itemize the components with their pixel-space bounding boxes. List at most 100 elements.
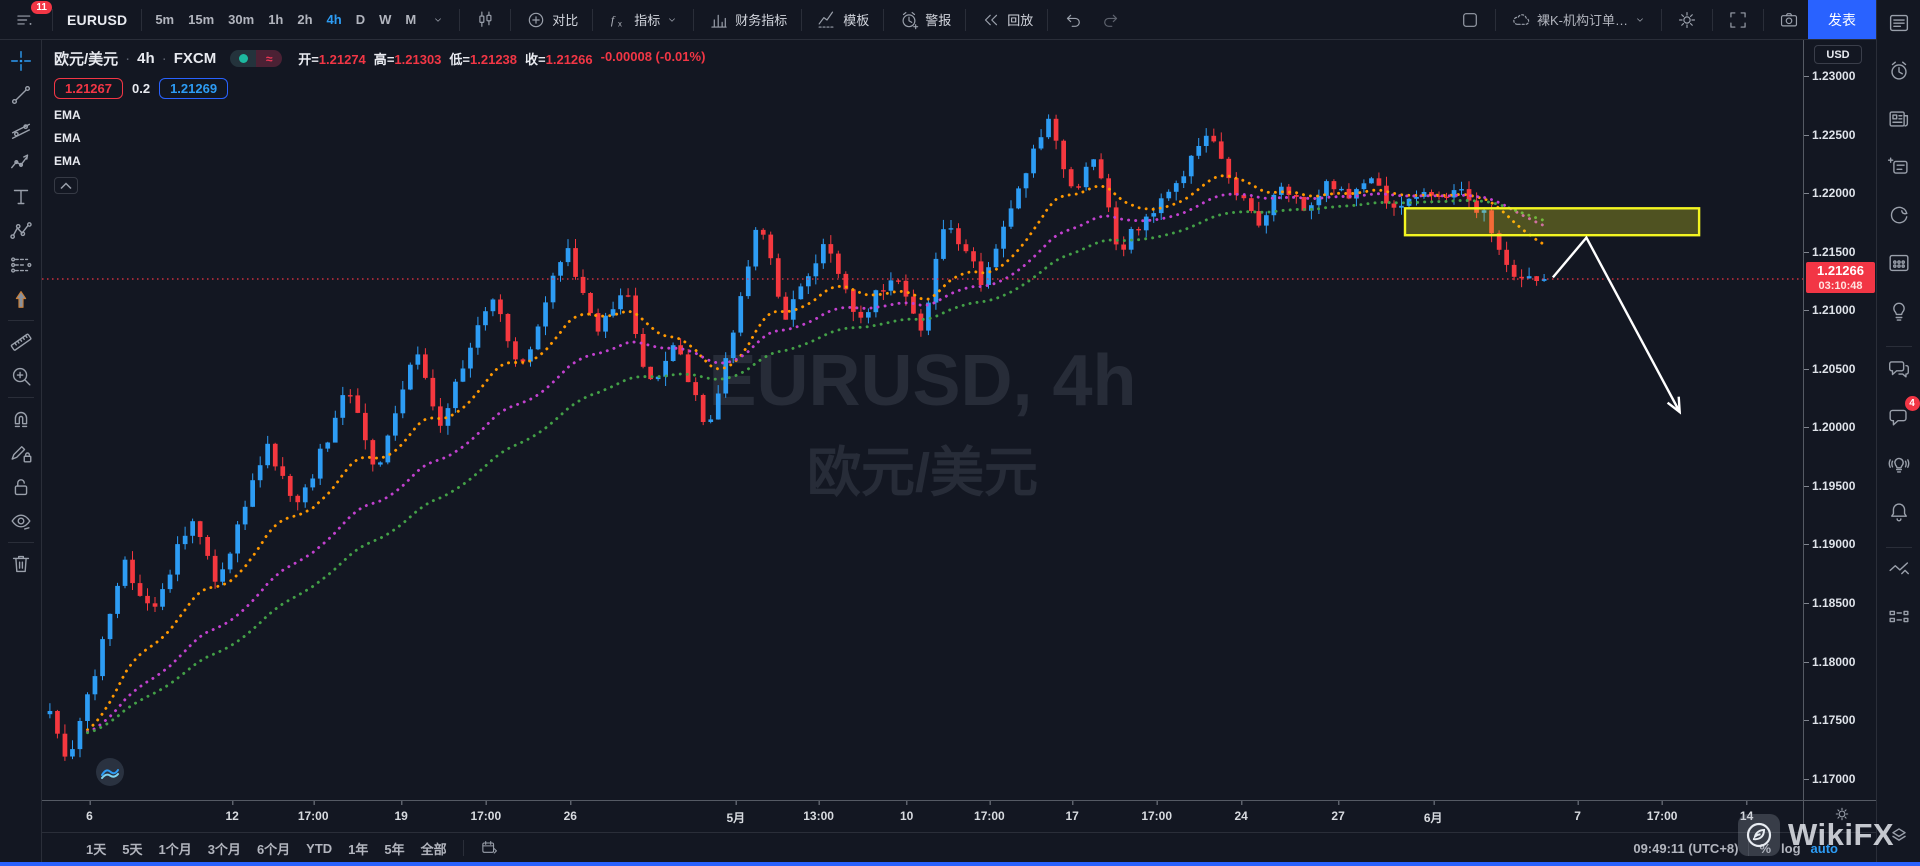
- lock-all-tool-button[interactable]: [4, 470, 38, 504]
- alert-button[interactable]: 警报: [890, 5, 959, 35]
- markets-arrows-icon: [1886, 556, 1912, 582]
- remove-all-icon: [8, 551, 34, 577]
- layout-select-checkbox[interactable]: [1451, 5, 1489, 35]
- watchlist-button[interactable]: [1882, 6, 1916, 40]
- compare-button[interactable]: 对比: [517, 5, 586, 35]
- legend-interval[interactable]: 4h: [118, 50, 155, 67]
- forecast-tool-tool-button[interactable]: [4, 248, 38, 282]
- fullscreen-button[interactable]: [1719, 5, 1757, 35]
- drawing-edit-lock-tool-button[interactable]: [4, 436, 38, 470]
- range-all[interactable]: 全部: [420, 841, 447, 857]
- replay-button[interactable]: 回放: [972, 5, 1041, 35]
- tf-1h[interactable]: 1h: [261, 8, 290, 31]
- time-tick-label: 17:00: [974, 801, 1005, 823]
- sell-button[interactable]: 1.21267: [54, 78, 123, 99]
- zoom-in-tool-button[interactable]: [4, 359, 38, 393]
- range-1y[interactable]: 1年: [348, 841, 369, 857]
- range-1m[interactable]: 1个月: [158, 841, 192, 857]
- tf-4h[interactable]: 4h: [320, 8, 349, 31]
- ideas-stream-button[interactable]: [1882, 447, 1916, 481]
- market-status-toggle[interactable]: ≈: [230, 50, 283, 67]
- currency-button[interactable]: USD: [1814, 45, 1862, 64]
- forecast-arrowhead: [1666, 396, 1682, 415]
- supply-zone-rectangle[interactable]: [1403, 207, 1701, 237]
- session-clock[interactable]: 09:49:11 (UTC+8): [1633, 840, 1739, 856]
- tf-D[interactable]: D: [349, 8, 372, 31]
- fib-tool-tool-button[interactable]: [4, 112, 38, 146]
- alarm-clock-button[interactable]: [1882, 54, 1916, 88]
- indicator-legend-ema-3[interactable]: EMA: [54, 154, 81, 168]
- tf-5m[interactable]: 5m: [148, 8, 181, 31]
- candlestick-chart[interactable]: [42, 40, 1803, 800]
- magnet-tool-button[interactable]: [4, 402, 38, 436]
- ruler-tool-button[interactable]: [4, 325, 38, 359]
- economic-calendar-button[interactable]: [1882, 246, 1916, 280]
- object-layers-button[interactable]: [1882, 818, 1916, 852]
- template-button[interactable]: 模板: [808, 5, 877, 35]
- private-chat-button[interactable]: 4: [1882, 396, 1920, 433]
- range-5y[interactable]: 5年: [384, 841, 405, 857]
- settings-button[interactable]: [1668, 5, 1706, 35]
- ideas-stream-icon: [1886, 451, 1912, 477]
- time-scale[interactable]: 6 12 17:00 19 17:00 26 5月 13:00 10 17:00 17 17:00 24…: [42, 800, 1876, 833]
- redo-button[interactable]: [1092, 5, 1130, 35]
- divider: [459, 8, 461, 31]
- log-scale-toggle[interactable]: log: [1781, 840, 1801, 856]
- markets-arrows-button[interactable]: [1882, 552, 1916, 586]
- ideas-bulb-button[interactable]: [1882, 294, 1916, 328]
- percent-scale-toggle[interactable]: %: [1759, 840, 1772, 856]
- chart-style-button[interactable]: [466, 5, 504, 35]
- symbol-button[interactable]: EURUSD: [59, 8, 135, 32]
- snapshot-button[interactable]: [1770, 5, 1808, 35]
- tf-M[interactable]: M: [398, 8, 423, 31]
- go-to-date-button[interactable]: [472, 835, 508, 861]
- timeframe-chevron-down-icon[interactable]: [423, 9, 453, 31]
- tf-W[interactable]: W: [372, 8, 398, 31]
- public-chat-button[interactable]: [1882, 351, 1916, 385]
- dom-grid-button[interactable]: [1882, 600, 1916, 634]
- sun-icon[interactable]: [1832, 804, 1852, 824]
- auto-scale-toggle[interactable]: auto: [1810, 840, 1838, 856]
- trend-line-tool-button[interactable]: [4, 78, 38, 112]
- private-chat-icon: [1886, 403, 1912, 429]
- crosshair-tool-button[interactable]: [4, 44, 38, 78]
- camera-icon: [1778, 9, 1800, 31]
- legend-collapse-button[interactable]: [54, 177, 78, 194]
- buy-button[interactable]: 1.21269: [159, 78, 229, 99]
- indicator-legend-ema-1[interactable]: EMA: [54, 108, 81, 122]
- arrow-marker-tool-button[interactable]: [4, 282, 38, 316]
- xabcd-pattern-tool-button[interactable]: [4, 214, 38, 248]
- bar-countdown: 03:10:48: [1818, 280, 1863, 292]
- divider: [462, 840, 464, 856]
- text-tool-tool-button[interactable]: [4, 180, 38, 214]
- price-scale[interactable]: USD 1.23000 1.22500 1.22000 1.21500 1.21000 1…: [1803, 40, 1876, 800]
- main-menu-button[interactable]: 11: [6, 0, 52, 35]
- tf-2h[interactable]: 2h: [290, 8, 319, 31]
- range-6m[interactable]: 6个月: [256, 841, 291, 857]
- range-1d[interactable]: 1天: [86, 841, 107, 857]
- hotlist-button[interactable]: [1882, 198, 1916, 232]
- text-tool-icon: [8, 184, 34, 210]
- chart-pane[interactable]: EURUSD, 4h 欧元/美元 欧元/美元 4h FXCM ≈ 开=1.212…: [42, 40, 1803, 800]
- forecast-arrow[interactable]: [1551, 235, 1681, 413]
- tf-15m[interactable]: 15m: [181, 8, 221, 31]
- range-5d[interactable]: 5天: [122, 841, 143, 857]
- remove-all-tool-button[interactable]: [4, 547, 38, 581]
- fundamentals-button[interactable]: 财务指标: [700, 5, 795, 35]
- range-3m[interactable]: 3个月: [207, 841, 241, 857]
- range-ytd[interactable]: YTD: [306, 840, 333, 856]
- hide-all-tool-button[interactable]: [4, 504, 38, 538]
- undo-button[interactable]: [1054, 5, 1092, 35]
- legend-exchange[interactable]: FXCM: [155, 50, 217, 67]
- notifications-button[interactable]: [1882, 495, 1916, 529]
- legend-symbol-title[interactable]: 欧元/美元: [54, 51, 119, 68]
- notes-button[interactable]: [1882, 150, 1916, 184]
- indicator-legend-ema-2[interactable]: EMA: [54, 131, 81, 145]
- wave-tool-tool-button[interactable]: [4, 146, 38, 180]
- publish-button[interactable]: 发表: [1808, 0, 1876, 39]
- news-button[interactable]: [1882, 102, 1916, 136]
- provider-logo[interactable]: [96, 758, 124, 786]
- tf-30m[interactable]: 30m: [221, 8, 261, 31]
- cloud-layout-button[interactable]: 裸K-机构订单…: [1502, 5, 1655, 35]
